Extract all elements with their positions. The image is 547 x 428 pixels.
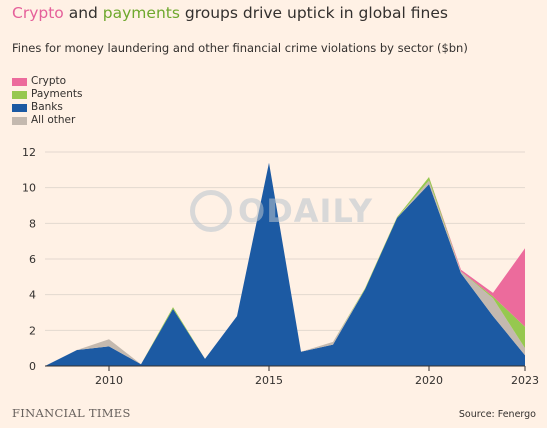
y-tick-label: 8 bbox=[29, 217, 36, 230]
legend-label-all-other: All other bbox=[31, 114, 76, 126]
legend-item-crypto: Crypto bbox=[12, 75, 82, 88]
legend-item-payments: Payments bbox=[12, 88, 82, 101]
title-crypto: Crypto bbox=[12, 4, 64, 22]
title-rest: groups drive uptick in global fines bbox=[179, 4, 448, 22]
legend-label-payments: Payments bbox=[31, 88, 83, 100]
y-tick-label: 2 bbox=[29, 324, 36, 337]
legend-swatch-crypto bbox=[12, 77, 27, 86]
chart-title: Crypto and payments groups drive uptick … bbox=[12, 4, 448, 22]
area-series-all-other bbox=[45, 162, 525, 366]
watermark: ODAILY bbox=[190, 190, 373, 232]
x-tick-label: 2010 bbox=[95, 374, 123, 387]
legend-swatch-payments bbox=[12, 90, 27, 99]
legend-item-banks: Banks bbox=[12, 101, 82, 114]
x-tick-label: 2015 bbox=[255, 374, 283, 387]
legend-label-banks: Banks bbox=[31, 101, 63, 113]
y-tick-label: 10 bbox=[22, 182, 36, 195]
legend-swatch-banks bbox=[12, 103, 27, 112]
y-tick-label: 6 bbox=[29, 253, 36, 266]
area-series-banks bbox=[45, 162, 525, 366]
legend-label-crypto: Crypto bbox=[31, 75, 67, 87]
legend-item-all-other: All other bbox=[12, 114, 82, 127]
watermark-text: ODAILY bbox=[238, 192, 374, 230]
y-tick-label: 0 bbox=[29, 360, 36, 373]
legend-swatch-all-other bbox=[12, 116, 27, 125]
legend: Crypto Payments Banks All other bbox=[12, 75, 82, 127]
y-tick-label: 12 bbox=[22, 146, 36, 159]
source-note: Source: Fenergo bbox=[458, 409, 536, 420]
y-tick-label: 4 bbox=[29, 289, 36, 302]
title-payments: payments bbox=[102, 4, 180, 22]
area-chart: 0 2 4 6 8 10 12 2010 2015 2020 2023 bbox=[22, 146, 539, 387]
x-tick-label: 2023 bbox=[511, 374, 539, 387]
title-and: and bbox=[63, 4, 103, 22]
x-tick-label: 2020 bbox=[415, 374, 443, 387]
watermark-logo-icon bbox=[190, 190, 232, 232]
chart-subtitle: Fines for money laundering and other fin… bbox=[12, 41, 468, 55]
ft-brand: FINANCIAL TIMES bbox=[12, 406, 131, 420]
